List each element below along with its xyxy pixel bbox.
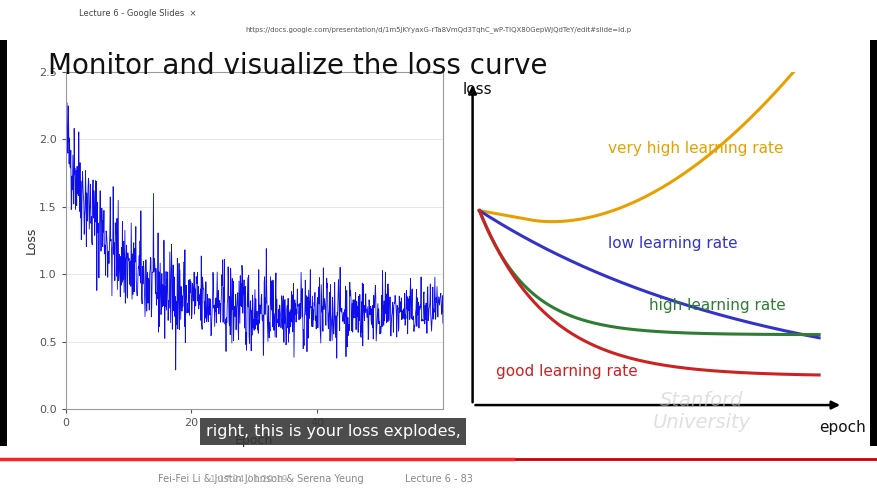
Y-axis label: Loss: Loss: [25, 227, 38, 254]
Text: good learning rate: good learning rate: [496, 365, 638, 379]
Text: high learning rate: high learning rate: [649, 298, 786, 313]
Bar: [0, 40, 7, 446]
Text: right, this is your loss explodes,: right, this is your loss explodes,: [206, 424, 460, 439]
Text: Lecture 6 - Google Slides  ×: Lecture 6 - Google Slides ×: [79, 9, 196, 18]
X-axis label: Epoch: Epoch: [235, 434, 274, 447]
Text: epoch: epoch: [819, 420, 866, 434]
Text: Lecture 6 - 83: Lecture 6 - 83: [404, 474, 473, 484]
Text: Fei-Fei Li & Justin Johnson & Serena Yeung: Fei-Fei Li & Justin Johnson & Serena Yeu…: [158, 474, 363, 484]
Text: very high learning rate: very high learning rate: [609, 141, 784, 156]
Text: 1:17:24 / 1:20:19: 1:17:24 / 1:20:19: [210, 474, 288, 483]
Text: Monitor and visualize the loss curve: Monitor and visualize the loss curve: [48, 52, 548, 80]
Text: Stanford
University: Stanford University: [652, 390, 751, 432]
Bar: [870, 40, 877, 446]
Text: https://docs.google.com/presentation/d/1m5JKYyaxG-rTa8VmQd3TqhC_wP-TlQX80GepWjQd: https://docs.google.com/presentation/d/1…: [246, 26, 631, 33]
Text: loss: loss: [462, 82, 492, 97]
Text: low learning rate: low learning rate: [609, 236, 738, 251]
